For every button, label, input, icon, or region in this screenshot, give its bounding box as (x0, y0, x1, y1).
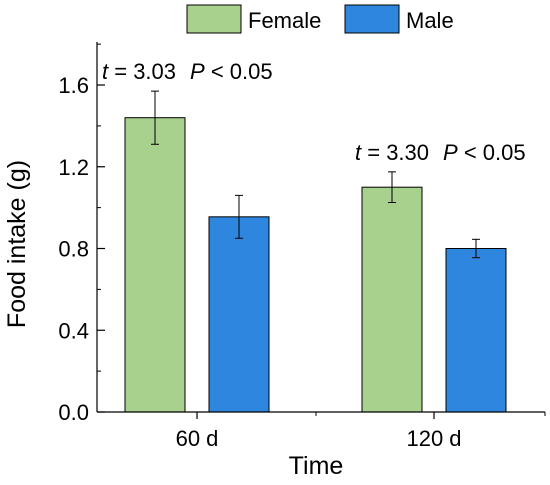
legend: Female Male (186, 4, 454, 34)
y-tick-label-2: 0.8 (58, 237, 89, 262)
legend-swatch-male (344, 4, 400, 34)
annotation-120d: t = 3.30 P < 0.05 (355, 140, 526, 165)
y-tick-label-4: 1.6 (58, 73, 89, 98)
annotation-60d: t = 3.03 P < 0.05 (102, 59, 273, 84)
error-bars-group (151, 90, 480, 259)
annotation-120d-t-value: = 3.30 (361, 140, 429, 165)
y-tick-label-0: 0.0 (58, 400, 89, 425)
annotation-60d-t-value: = 3.03 (108, 59, 176, 84)
x-tick-label-0: 60 d (176, 426, 219, 451)
annotation-120d-p-value: < 0.05 (458, 140, 526, 165)
y-tick-label-1: 0.4 (58, 318, 89, 343)
annotation-60d-p: P (190, 59, 205, 84)
legend-label-male: Male (406, 8, 454, 33)
annotation-60d-t: t (102, 59, 109, 84)
bar-female-60-d (124, 117, 186, 413)
x-axis: 60 d 120 d (97, 411, 546, 451)
x-tick-label-1: 120 d (406, 426, 461, 451)
legend-swatch-female (186, 4, 242, 34)
bar-male-60-d (208, 216, 270, 413)
y-tick-label-3: 1.2 (58, 155, 89, 180)
x-axis-title: Time (289, 452, 344, 480)
bar-male-120-d (445, 248, 507, 413)
legend-label-female: Female (248, 8, 321, 33)
y-axis: 0.0 0.4 0.8 1.2 1.6 (58, 42, 105, 425)
annotation-120d-t: t (355, 140, 362, 165)
bar-female-120-d (361, 186, 423, 413)
y-axis-title: Food intake (g) (3, 160, 31, 328)
annotation-60d-p-value: < 0.05 (205, 59, 273, 84)
annotation-120d-p: P (443, 140, 458, 165)
